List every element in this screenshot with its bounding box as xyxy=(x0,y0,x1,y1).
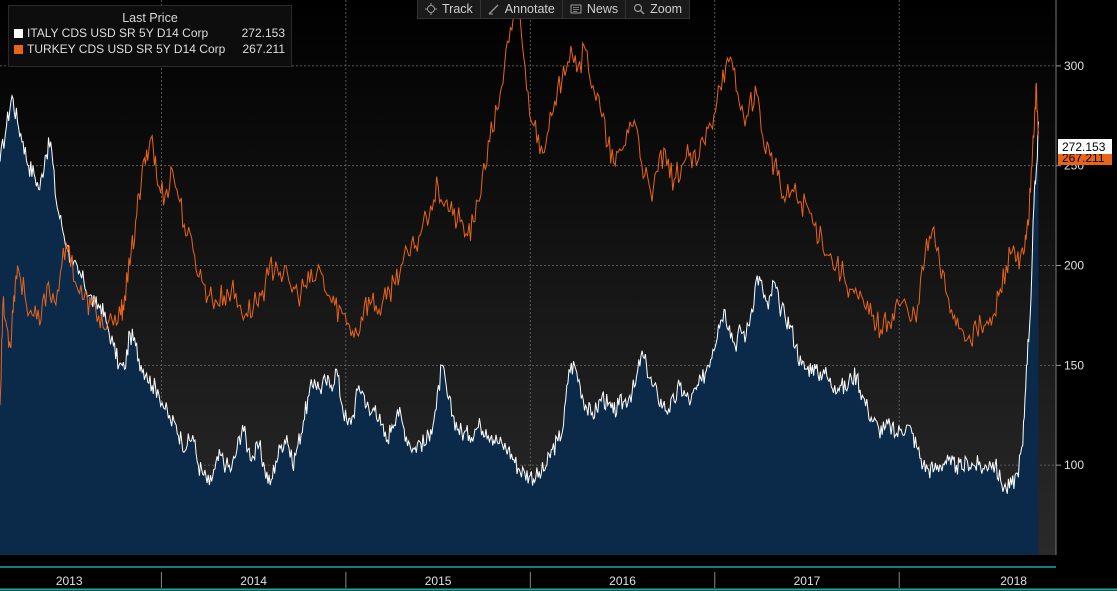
y-tick-label: 150 xyxy=(1064,358,1084,372)
legend-item-italy[interactable]: ITALY CDS USD SR 5Y D14 Corp 272.153 xyxy=(9,25,291,41)
legend-box: Last Price ITALY CDS USD SR 5Y D14 Corp … xyxy=(8,5,292,67)
track-button[interactable]: Track xyxy=(418,0,481,18)
last-price-tag-italy: 272.153 xyxy=(1058,139,1112,154)
crosshair-icon xyxy=(425,3,437,15)
legend-item-turkey[interactable]: TURKEY CDS USD SR 5Y D14 Corp 267.211 xyxy=(9,41,291,57)
annotate-button[interactable]: Annotate xyxy=(481,0,563,18)
y-tick-label: 100 xyxy=(1064,458,1084,472)
zoom-button[interactable]: Zoom xyxy=(626,0,689,18)
x-year-label: 2018 xyxy=(1000,574,1027,588)
italy-cds-area xyxy=(0,95,1039,556)
italy-last-price: 272.153 xyxy=(241,26,285,40)
pencil-icon xyxy=(488,4,499,15)
track-label: Track xyxy=(442,2,473,16)
turkey-swatch xyxy=(14,44,23,54)
news-icon xyxy=(570,4,582,14)
chart-toolbar: Track Annotate News Zoom xyxy=(417,0,691,19)
x-axis-band xyxy=(0,568,1056,589)
news-label: News xyxy=(586,2,619,16)
y-tick-label: 300 xyxy=(1064,59,1084,73)
italy-series-name: ITALY CDS USD SR 5Y D14 Corp xyxy=(27,26,209,40)
news-button[interactable]: News xyxy=(563,0,627,18)
legend-header: Last Price xyxy=(122,11,178,25)
x-year-label: 2016 xyxy=(609,574,636,588)
italy-swatch xyxy=(14,28,23,38)
turkey-last-price-tag: 267.211 xyxy=(1062,151,1105,165)
zoom-label: Zoom xyxy=(650,2,683,16)
turkey-series-name: TURKEY CDS USD SR 5Y D14 Corp xyxy=(27,42,226,56)
annotate-label: Annotate xyxy=(504,2,555,16)
x-year-label: 2017 xyxy=(794,574,821,588)
x-year-label: 2013 xyxy=(56,574,83,588)
x-year-label: 2014 xyxy=(240,574,267,588)
x-axis-labels: 2013 2014 2015 2016 2017 2018 xyxy=(56,572,1027,588)
y-tick-label: 200 xyxy=(1064,259,1084,273)
italy-cds-line xyxy=(0,93,1039,494)
italy-last-price-tag: 272.153 xyxy=(1062,140,1106,154)
turkey-last-price: 267.211 xyxy=(242,42,286,56)
x-year-label: 2015 xyxy=(425,574,452,588)
magnifier-icon xyxy=(634,3,645,15)
